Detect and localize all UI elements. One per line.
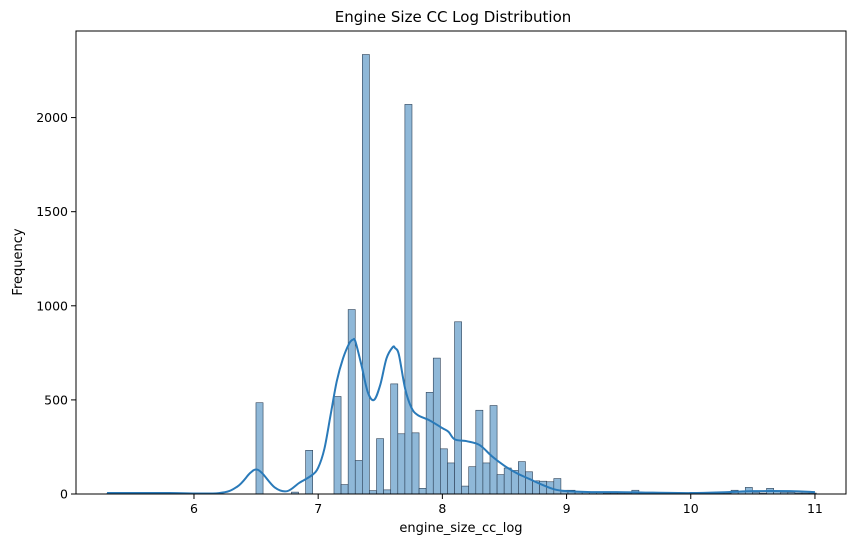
y-tick-label: 2000 (36, 110, 68, 125)
histogram-bar (404, 104, 413, 495)
x-tick-label: 11 (807, 501, 823, 516)
histogram-bar (411, 432, 420, 495)
histogram-bar (461, 485, 470, 495)
y-axis-label: Frequency (11, 228, 26, 295)
histogram-bar (333, 396, 342, 495)
histogram-bar (553, 478, 562, 495)
y-tick-label: 0 (60, 487, 68, 502)
histogram-bar (305, 450, 314, 495)
y-axis-ticks: 0 500 1000 1500 2000 (36, 110, 76, 502)
x-axis-ticks: 6 7 8 9 10 11 (190, 494, 823, 516)
histogram-bar (503, 467, 512, 495)
histogram-bar (425, 392, 434, 495)
histogram-bar (397, 433, 406, 495)
histogram-bars (106, 54, 817, 495)
y-tick-label: 1000 (36, 298, 68, 313)
plot-frame (75, 30, 847, 495)
histogram-bar (376, 438, 384, 495)
histogram-bar (255, 402, 264, 495)
histogram-bar (418, 488, 427, 495)
y-tick-label: 500 (44, 392, 68, 407)
histogram-bar (447, 462, 455, 495)
chart-title: Engine Size CC Log Distribution (335, 8, 572, 26)
histogram-bar (369, 490, 377, 495)
x-tick-label: 7 (314, 501, 322, 516)
histogram-bar (340, 484, 349, 495)
histogram-bar (354, 460, 363, 495)
histogram-bar (475, 409, 484, 495)
histogram-bar (347, 309, 356, 495)
histogram-bar (362, 54, 370, 495)
histogram-bar (454, 321, 462, 495)
histogram-bar (390, 383, 399, 495)
histogram-bar (489, 405, 498, 495)
histogram-bar (468, 466, 477, 495)
histogram-bar (383, 489, 392, 495)
y-tick-label: 1500 (36, 204, 68, 219)
x-tick-label: 10 (683, 501, 699, 516)
x-tick-label: 8 (438, 501, 446, 516)
histogram-bar (482, 462, 491, 495)
x-tick-label: 9 (563, 501, 571, 516)
kde-curve (107, 337, 815, 495)
histogram-bar (525, 471, 533, 495)
x-tick-label: 6 (190, 501, 198, 516)
histogram-bar (440, 448, 448, 495)
x-axis-label: engine_size_cc_log (399, 521, 522, 536)
histogram-bar (496, 474, 505, 495)
